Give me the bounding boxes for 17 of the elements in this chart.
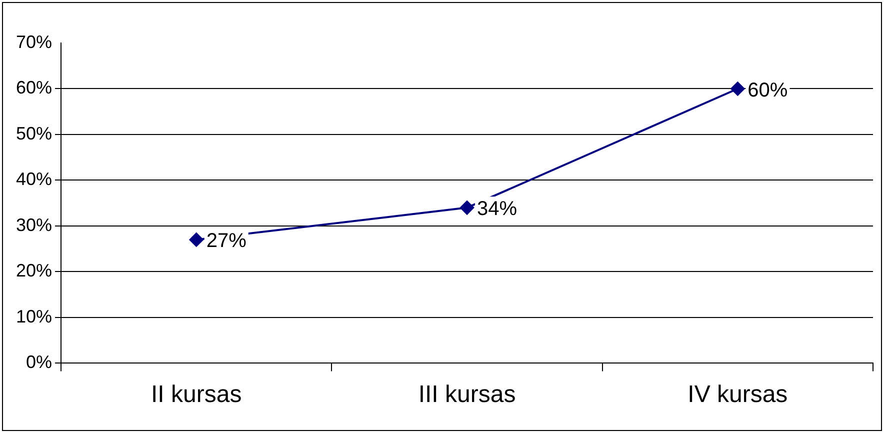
- x-tick-label: II kursas: [151, 381, 242, 408]
- point: [460, 200, 474, 215]
- y-tick-label: 20%: [16, 260, 52, 281]
- y-tick-label: 10%: [16, 306, 52, 326]
- point: [189, 232, 204, 247]
- data-label: 34%: [477, 198, 518, 220]
- data-label: 60%: [748, 79, 788, 102]
- y-tick-label: 70%: [16, 32, 52, 52]
- data-label: 27%: [206, 230, 247, 252]
- x-tick-label: IV kursas: [688, 381, 788, 408]
- y-tick-label: 60%: [16, 78, 52, 98]
- point: [730, 82, 745, 96]
- y-tick-label: 50%: [16, 123, 52, 144]
- y-tick-label: 0%: [26, 352, 52, 372]
- x-tick-label: III kursas: [418, 381, 516, 408]
- y-tick-label: 30%: [16, 214, 52, 235]
- y-tick-label: 40%: [16, 169, 52, 190]
